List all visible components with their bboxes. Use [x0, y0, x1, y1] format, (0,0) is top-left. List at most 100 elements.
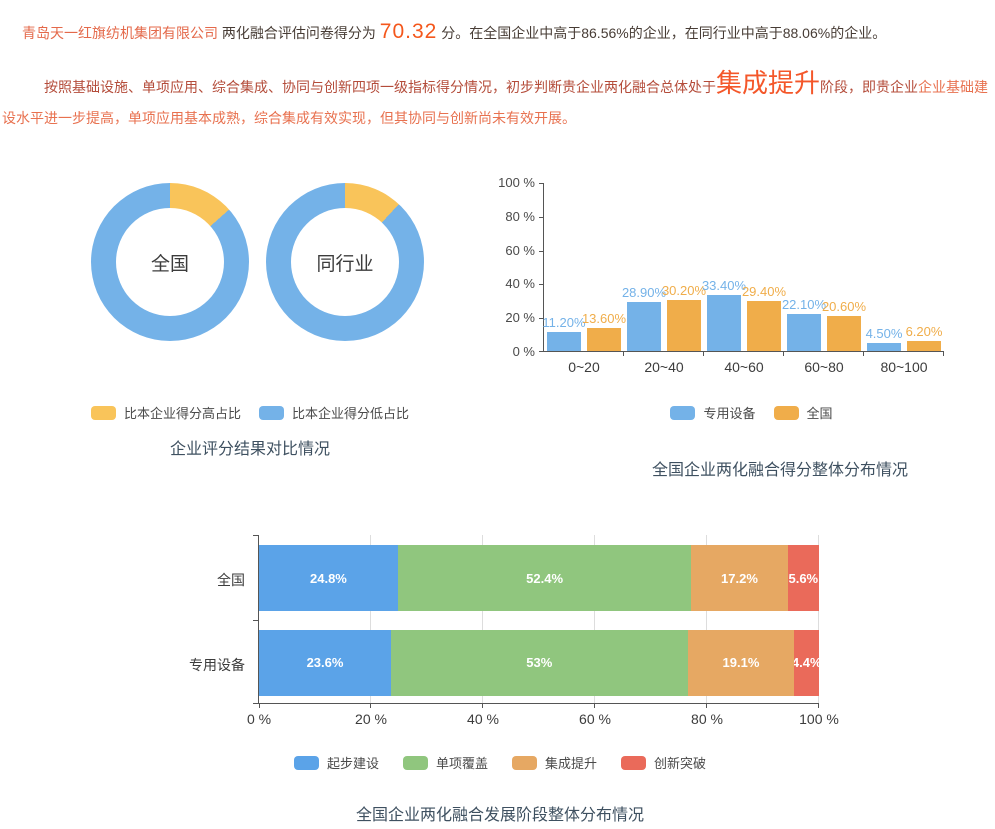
bar-value-label: 11.20%	[542, 315, 586, 331]
y-axis-tick-mark	[539, 318, 544, 320]
donut-chart-national: 全国	[91, 183, 249, 341]
bar-专用设备	[867, 343, 901, 351]
bar-专用设备	[707, 294, 741, 351]
stage-summary-lead: 按照基础设施、单项应用、综合集成、协同与创新四项一级指标得分情况，初步判断贵企业…	[44, 79, 716, 95]
legend-item: 比本企业得分低占比	[259, 403, 409, 422]
y-axis-tick-label: 20 %	[505, 310, 535, 326]
legend-item: 单项覆盖	[402, 753, 488, 772]
gridline	[594, 535, 595, 704]
segment-集成提升: 17.2%	[691, 545, 788, 611]
stacked-bar-专用设备: 23.6%53%19.1%4.4%	[259, 629, 820, 696]
y-axis-tick-label: 60 %	[505, 242, 535, 258]
bar-全国	[667, 299, 701, 351]
stage-distribution-stacked-chart: 0 % 20 % 40 % 60 % 80 % 100 % 24.8% 52.4% 17.2% 5…	[189, 535, 839, 727]
x-axis-tick-mark	[623, 351, 624, 356]
stacked-chart-legend: 起步建设 单项覆盖 集成提升 创新突破	[200, 753, 800, 772]
x-axis-tick-mark	[259, 703, 260, 708]
bar-全国	[827, 316, 861, 351]
y-axis-tick-mark	[539, 216, 544, 218]
y-axis-tick-mark	[253, 619, 259, 621]
legend-swatch	[512, 755, 537, 770]
bar-value-label: 20.60%	[821, 299, 867, 315]
stage-summary-paragraph: 按照基础设施、单项应用、综合集成、协同与创新四项一级指标得分情况，初步判断贵企业…	[2, 68, 992, 134]
legend-swatch	[259, 405, 284, 420]
score-distribution-bar-chart: 0 % 20 % 40 % 60 % 80 % 100 % 0~20 11.20% 13.60%…	[498, 175, 944, 375]
legend-label: 比本企业得分低占比	[292, 406, 410, 421]
bar-value-label: 33.40%	[701, 277, 747, 293]
y-axis-tick-label: 40 %	[505, 276, 535, 292]
y-axis-tick-mark	[539, 183, 544, 184]
legend-label: 专用设备	[703, 406, 756, 421]
stage-summary-mid: 阶段，即贵企业	[820, 79, 919, 95]
bar-chart-title: 全国企业两化融合得分整体分布情况	[651, 462, 908, 479]
x-axis-tick-mark	[703, 351, 704, 356]
gridline	[370, 535, 371, 704]
x-axis-tick-label: 0 %	[246, 711, 272, 727]
legend-swatch	[773, 405, 799, 420]
legend-item: 起步建设	[293, 753, 379, 772]
score-value: 70.32	[379, 20, 438, 43]
y-axis-tick-label: 100 %	[498, 175, 535, 190]
legend-label: 集成提升	[545, 756, 598, 771]
x-axis-tick-mark	[943, 351, 944, 356]
bar-value-label: 13.60%	[581, 311, 627, 327]
legend-swatch	[621, 755, 647, 770]
legend-swatch	[670, 405, 696, 420]
stage-summary-tail: 企业基础建设水平进一步提高，单项应用基本成熟，综合集成有效实现，但其协同与创新尚…	[2, 79, 989, 126]
legend-label: 创新突破	[654, 756, 707, 771]
stacked-bar-全国: 24.8% 52.4% 17.2% 5.6%	[259, 545, 819, 611]
x-axis-category-label: 40~60	[724, 359, 764, 375]
segment-单项覆盖: 53%	[391, 629, 688, 696]
x-axis-category-label: 80~100	[880, 359, 928, 375]
bar-value-label: 28.90%	[621, 285, 667, 301]
x-axis-category-label: 0~20	[568, 359, 600, 375]
gridline	[706, 535, 707, 704]
x-axis-tick-label: 60 %	[579, 711, 611, 727]
gridline	[818, 535, 819, 704]
x-axis-tick-mark	[370, 703, 371, 708]
x-axis-category-label: 20~40	[644, 359, 684, 375]
bar-全国	[747, 301, 781, 351]
y-axis-tick-label: 0 %	[512, 344, 535, 359]
y-axis-tick-mark	[539, 284, 544, 286]
bar-value-label: 29.40%	[741, 284, 787, 300]
x-axis-tick-mark	[706, 703, 707, 708]
score-summary-after: 分。在全国企业中高于86.56%的企业，在同行业中高于88.06%的企业。	[437, 25, 887, 41]
score-summary-mid: 两化融合评估问卷得分为	[218, 25, 380, 41]
score-summary-paragraph: 青岛天一红旗纺机集团有限公司 两化融合评估问卷得分为 70.32 分。在全国企业…	[22, 20, 987, 45]
segment-起步建设: 23.6%	[259, 629, 392, 696]
bar-chart-legend: 专用设备 全国	[543, 403, 960, 422]
x-axis-tick-mark	[863, 351, 864, 356]
donut-chart-title: 企业评分结果对比情况	[169, 441, 330, 458]
segment-集成提升: 19.1%	[687, 629, 795, 696]
legend-swatch	[293, 755, 319, 770]
bar-全国	[587, 328, 621, 351]
legend-label: 全国	[806, 406, 833, 421]
y-axis-tick-mark	[253, 703, 259, 704]
donut-legend: 比本企业得分高占比 比本企业得分低占比	[40, 403, 460, 422]
bar-value-label: 4.50%	[865, 326, 903, 342]
legend-item: 比本企业得分高占比	[90, 403, 241, 422]
stacked-chart-title: 全国企业两化融合发展阶段整体分布情况	[355, 807, 644, 824]
y-axis-tick-mark	[539, 351, 544, 352]
legend-item: 专用设备	[670, 403, 756, 422]
legend-item: 全国	[773, 403, 833, 422]
segment-单项覆盖: 52.4%	[397, 545, 692, 611]
donut-national-label: 全国	[116, 208, 224, 316]
company-name: 青岛天一红旗纺机集团有限公司	[22, 25, 218, 41]
x-axis-category-label: 60~80	[804, 359, 844, 375]
legend-swatch	[90, 405, 116, 420]
x-axis-tick-label: 40 %	[467, 711, 499, 727]
segment-起步建设: 24.8%	[259, 545, 398, 611]
x-axis-tick-label: 100 %	[799, 711, 839, 727]
x-axis-tick-mark	[594, 703, 595, 708]
legend-label: 比本企业得分高占比	[123, 406, 241, 421]
bar-专用设备	[627, 302, 661, 351]
donut-industry-label: 同行业	[291, 208, 399, 316]
x-axis-tick-label: 80 %	[691, 711, 723, 727]
x-axis-tick-label: 20 %	[355, 711, 387, 727]
legend-label: 起步建设	[326, 756, 379, 771]
x-axis-tick-mark	[783, 351, 784, 356]
y-axis-category-label: 全国	[217, 572, 245, 588]
